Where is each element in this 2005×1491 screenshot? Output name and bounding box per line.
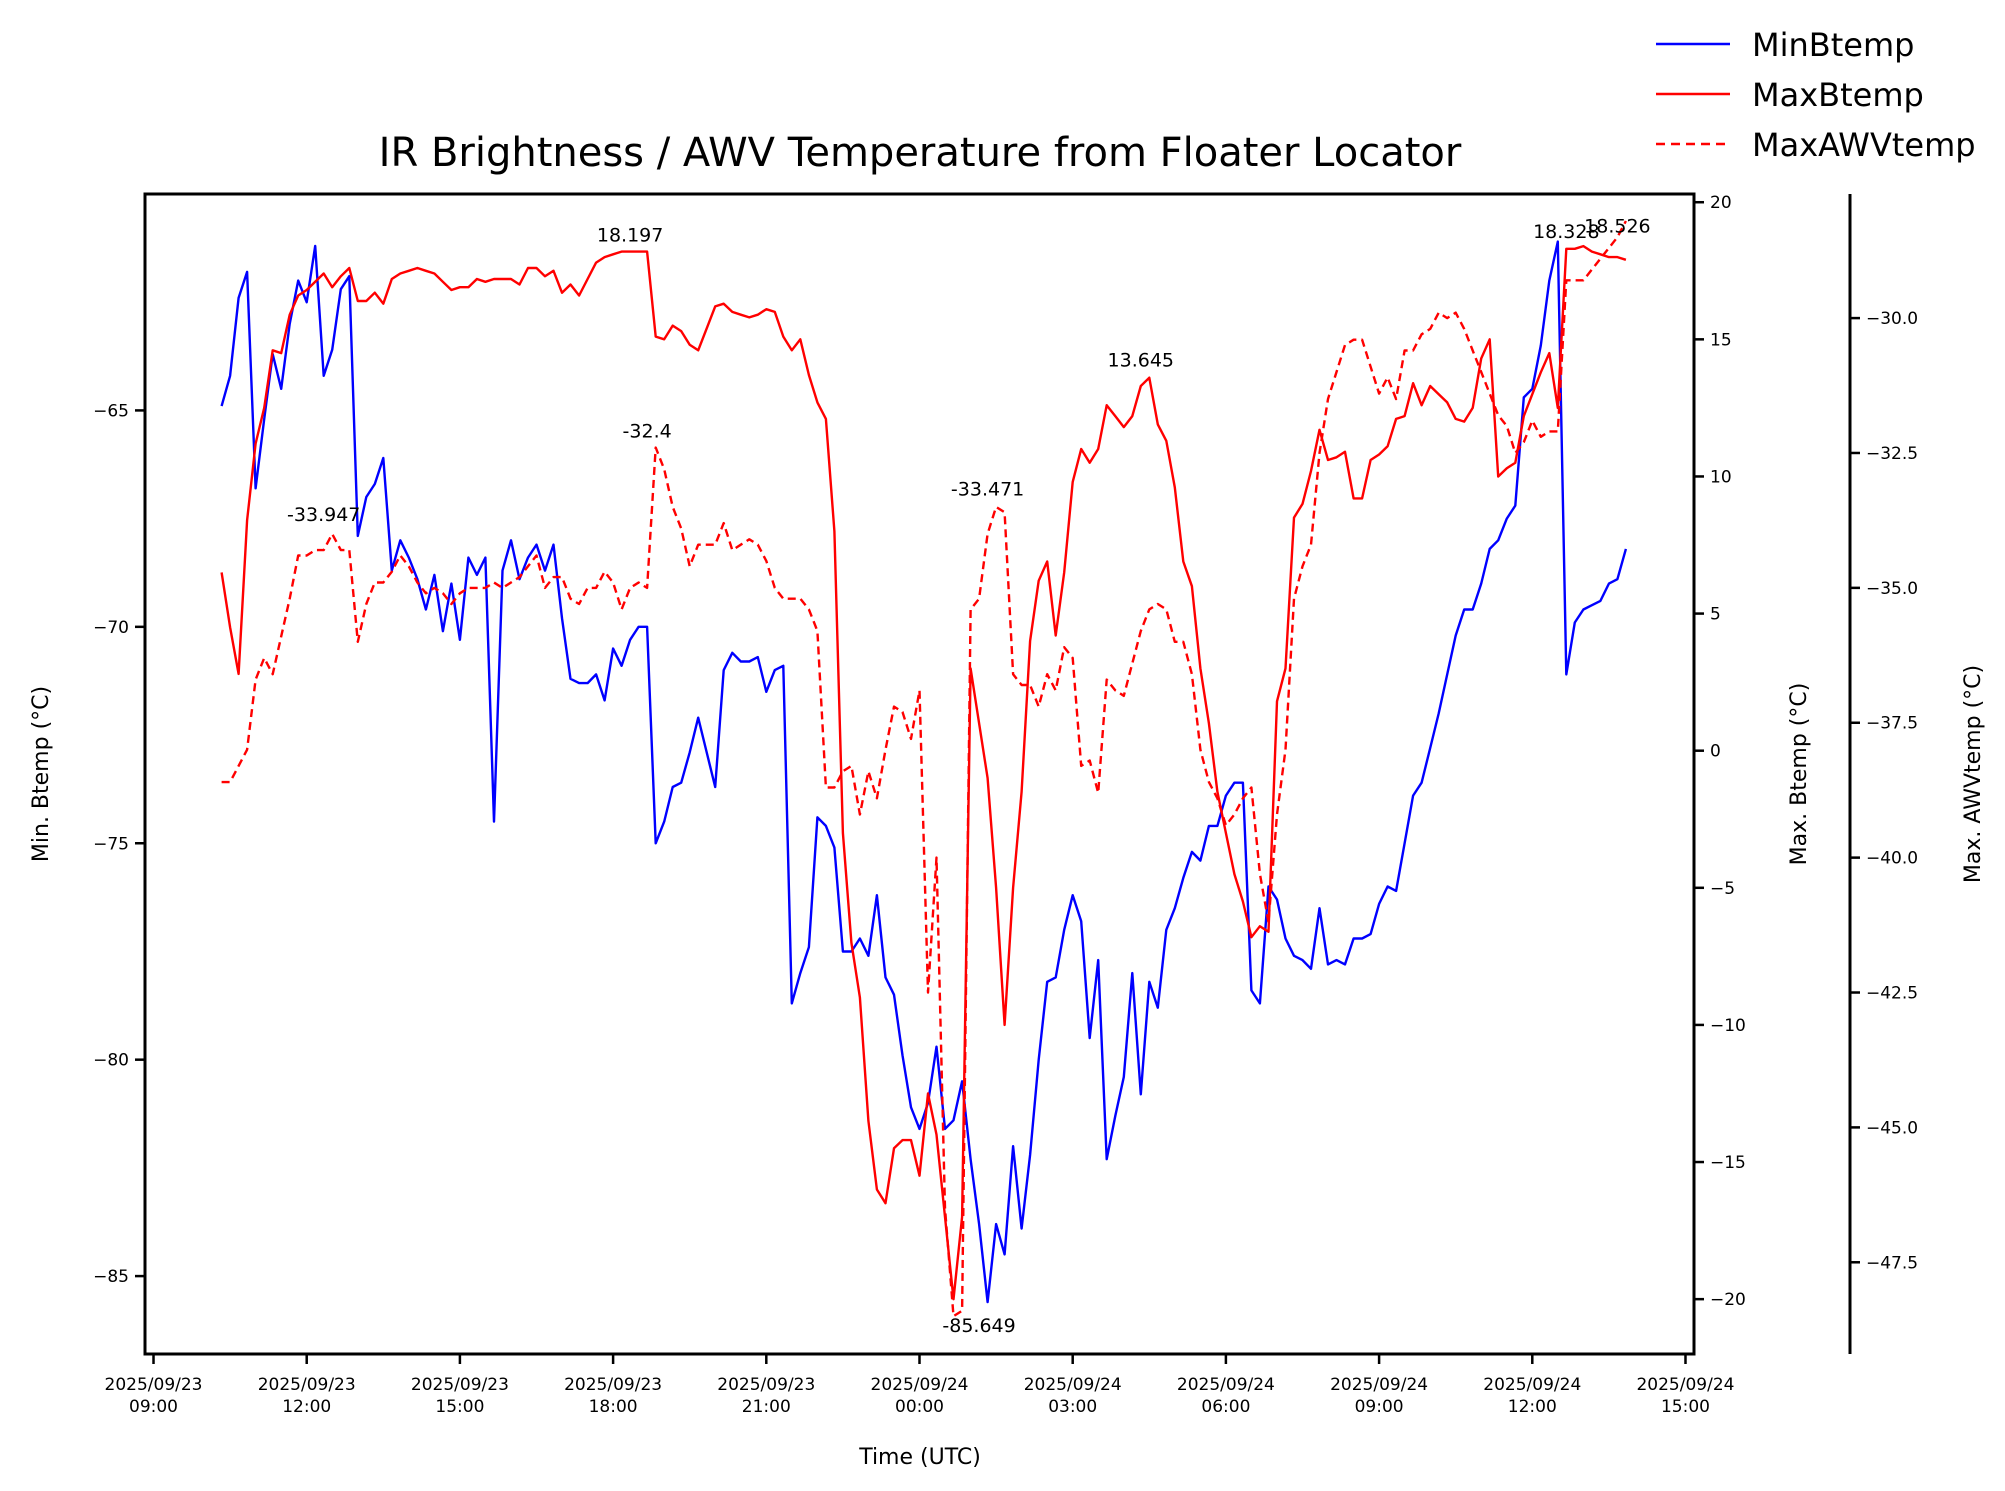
y-max-tick-label-7: 15 xyxy=(1710,330,1732,350)
y-axis-max: −20 −15 −10 −5 0 5 10 15 20 xyxy=(1694,193,1746,1310)
y-max-tick-label-4: 0 xyxy=(1710,742,1721,762)
y-awv-tick-label-6: −32.5 xyxy=(1866,444,1918,464)
annotation-5: -85.649 xyxy=(942,1315,1015,1337)
y-max-tick-label-5: 5 xyxy=(1710,605,1721,625)
x-tick-label-time-0: 09:00 xyxy=(129,1397,178,1417)
y-axis-awv-title: Max. AWVtemp (°C) xyxy=(1961,665,1986,883)
annotation-3: -33.471 xyxy=(951,478,1024,500)
x-axis: 2025/09/2309:002025/09/2312:002025/09/23… xyxy=(105,1354,1734,1417)
series-line-maxawvtemp xyxy=(221,220,1627,1318)
x-tick-label-5: 2025/09/24 xyxy=(871,1375,969,1395)
y-max-tick-label-3: −5 xyxy=(1710,879,1735,899)
x-tick-label-time-8: 09:00 xyxy=(1355,1397,1404,1417)
x-tick-label-time-7: 06:00 xyxy=(1201,1397,1250,1417)
y-awv-tick-label-7: −30.0 xyxy=(1866,309,1918,329)
x-tick-label-10: 2025/09/24 xyxy=(1636,1375,1734,1395)
y-min-tick-label-2: −75 xyxy=(93,834,129,854)
series-line-maxbtemp xyxy=(220,244,1627,1301)
x-tick-label-time-3: 18:00 xyxy=(589,1397,638,1417)
x-tick-label-2: 2025/09/23 xyxy=(411,1375,509,1395)
x-tick-label-time-4: 21:00 xyxy=(742,1397,791,1417)
y-axis-min: −85 −80 −75 −70 −65 xyxy=(93,401,145,1287)
y-min-tick-label-3: −70 xyxy=(93,618,129,638)
legend-label-maxbtemp: MaxBtemp xyxy=(1752,76,1924,114)
x-tick-label-time-6: 03:00 xyxy=(1048,1397,1097,1417)
series-layer xyxy=(220,220,1628,1318)
chart-title: IR Brightness / AWV Temperature from Flo… xyxy=(379,130,1462,176)
y-min-tick-label-1: −80 xyxy=(93,1051,129,1071)
x-tick-label-time-10: 15:00 xyxy=(1661,1397,1710,1417)
annotation-0: 18.197 xyxy=(597,225,663,247)
annotation-2: -33.947 xyxy=(287,504,360,526)
annotation-layer: 18.197 -32.4 -33.947 -33.471 13.645 -85.649 18… xyxy=(287,216,1651,1338)
x-tick-label-0: 2025/09/23 xyxy=(105,1375,203,1395)
series-line-minbtemp xyxy=(220,240,1628,1304)
x-tick-label-4: 2025/09/23 xyxy=(717,1375,815,1395)
y-awv-tick-label-1: −45.0 xyxy=(1866,1118,1918,1138)
y-max-tick-label-1: −15 xyxy=(1710,1153,1746,1173)
x-axis-title: Time (UTC) xyxy=(858,1445,981,1470)
y-max-tick-label-8: 20 xyxy=(1710,193,1732,213)
legend-label-maxawvtemp: MaxAWVtemp xyxy=(1752,126,1976,164)
y-awv-tick-label-5: −35.0 xyxy=(1866,579,1918,599)
y-awv-tick-label-4: −37.5 xyxy=(1866,714,1918,734)
x-tick-label-time-5: 00:00 xyxy=(895,1397,944,1417)
x-tick-label-time-1: 12:00 xyxy=(282,1397,331,1417)
y-axis-awv: −47.5 −45.0 −42.5 −40.0 −37.5 −35.0 −32.5 −30.0 xyxy=(1850,309,1918,1273)
y-max-tick-label-6: 10 xyxy=(1710,467,1732,487)
y-min-tick-label-0: −85 xyxy=(93,1267,129,1287)
annotation-6: 18.328 xyxy=(1533,221,1599,243)
x-tick-label-time-2: 15:00 xyxy=(435,1397,484,1417)
y-max-tick-label-2: −10 xyxy=(1710,1016,1746,1036)
x-tick-label-1: 2025/09/23 xyxy=(258,1375,356,1395)
y-awv-tick-label-0: −47.5 xyxy=(1866,1253,1918,1273)
annotation-1: -32.4 xyxy=(623,421,672,443)
y-min-tick-label-4: −65 xyxy=(93,401,129,421)
x-tick-label-time-9: 12:00 xyxy=(1508,1397,1557,1417)
annotation-7: 18.526 xyxy=(1584,216,1650,238)
y-awv-tick-label-2: −42.5 xyxy=(1866,984,1918,1004)
y-axis-max-title: Max. Btemp (°C) xyxy=(1787,683,1812,866)
legend: MinBtemp MaxBtemp MaxAWVtemp xyxy=(1656,26,1976,164)
x-tick-label-9: 2025/09/24 xyxy=(1483,1375,1581,1395)
x-tick-label-6: 2025/09/24 xyxy=(1024,1375,1122,1395)
annotation-4: 13.645 xyxy=(1108,349,1174,371)
y-max-tick-label-0: −20 xyxy=(1710,1290,1746,1310)
x-tick-label-7: 2025/09/24 xyxy=(1177,1375,1275,1395)
x-tick-label-8: 2025/09/24 xyxy=(1330,1375,1428,1395)
x-tick-label-3: 2025/09/23 xyxy=(564,1375,662,1395)
legend-label-minbtemp: MinBtemp xyxy=(1752,26,1914,64)
y-awv-tick-label-3: −40.0 xyxy=(1866,849,1918,869)
y-axis-min-title: Min. Btemp (°C) xyxy=(29,686,54,862)
